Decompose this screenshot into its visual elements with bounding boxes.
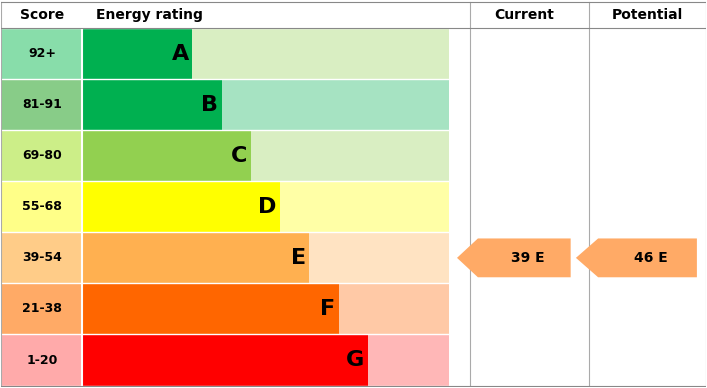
FancyBboxPatch shape <box>1 181 83 232</box>
FancyBboxPatch shape <box>83 28 192 79</box>
Text: Energy rating: Energy rating <box>96 8 204 22</box>
Text: 1-20: 1-20 <box>26 353 57 367</box>
FancyBboxPatch shape <box>83 181 448 232</box>
Text: 39 E: 39 E <box>510 251 544 265</box>
FancyBboxPatch shape <box>1 28 83 79</box>
FancyBboxPatch shape <box>83 79 221 130</box>
FancyBboxPatch shape <box>1 334 83 386</box>
Text: E: E <box>291 248 306 268</box>
Text: 81-91: 81-91 <box>22 98 62 111</box>
Text: 69-80: 69-80 <box>22 149 62 162</box>
FancyBboxPatch shape <box>83 334 368 386</box>
FancyBboxPatch shape <box>1 232 83 283</box>
FancyBboxPatch shape <box>1 130 83 181</box>
Text: G: G <box>346 350 365 370</box>
FancyBboxPatch shape <box>83 130 251 181</box>
Text: 92+: 92+ <box>28 47 56 60</box>
Text: Current: Current <box>494 8 554 22</box>
FancyBboxPatch shape <box>83 334 448 386</box>
Text: Potential: Potential <box>612 8 683 22</box>
Text: A: A <box>172 43 189 64</box>
Text: Score: Score <box>20 8 64 22</box>
FancyBboxPatch shape <box>83 232 310 283</box>
Text: 46 E: 46 E <box>634 251 667 265</box>
FancyBboxPatch shape <box>1 79 83 130</box>
FancyBboxPatch shape <box>83 79 448 130</box>
FancyBboxPatch shape <box>83 181 280 232</box>
Text: 39-54: 39-54 <box>22 251 62 264</box>
Text: 55-68: 55-68 <box>22 200 62 213</box>
FancyBboxPatch shape <box>1 283 83 334</box>
Text: F: F <box>320 299 335 319</box>
FancyBboxPatch shape <box>83 232 448 283</box>
FancyBboxPatch shape <box>83 28 448 79</box>
Polygon shape <box>576 239 697 277</box>
FancyBboxPatch shape <box>83 283 339 334</box>
Text: C: C <box>231 146 247 166</box>
Text: D: D <box>258 197 276 217</box>
FancyBboxPatch shape <box>83 283 448 334</box>
Text: B: B <box>201 95 218 114</box>
FancyBboxPatch shape <box>83 130 448 181</box>
Polygon shape <box>457 239 571 277</box>
Text: 21-38: 21-38 <box>22 303 62 315</box>
